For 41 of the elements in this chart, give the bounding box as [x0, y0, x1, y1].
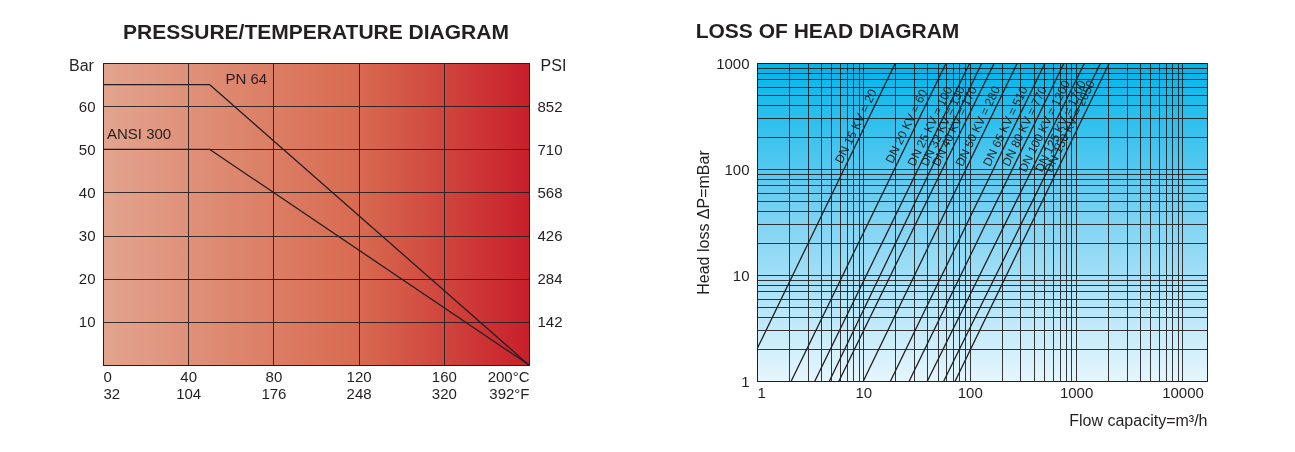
- x-tick-label: 0: [103, 367, 112, 385]
- x-tick-label: 120: [346, 367, 372, 385]
- x2-tick-label: 32: [103, 384, 121, 402]
- x-tick-label: 1000: [1059, 383, 1094, 401]
- y2-tick-label: 284: [537, 270, 563, 288]
- x-tick-label: 1: [757, 383, 766, 401]
- x-tick-label: 100: [957, 383, 983, 401]
- x2-tick-label: 176: [261, 384, 287, 402]
- y2-tick-label: 852: [537, 97, 563, 115]
- y-axis-title: Head loss ΔP=mBar: [695, 149, 713, 295]
- y-tick-label: 10: [732, 266, 750, 284]
- x2-tick-label: 248: [346, 384, 372, 402]
- y-tick-label: 50: [78, 140, 96, 158]
- y2-tick-label: 710: [537, 140, 563, 158]
- y2-axis-title: PSI: [540, 56, 567, 74]
- y2-tick-label: 568: [537, 183, 563, 201]
- y-tick-label: 20: [78, 270, 96, 288]
- x-axis-title: Flow capacity=m³/h: [1069, 411, 1208, 429]
- y2-tick-label: 426: [537, 227, 563, 245]
- y2-tick-label: 142: [537, 313, 563, 331]
- y-tick-label: 100: [724, 160, 750, 178]
- chart-title: LOSS OF HEAD DIAGRAM: [695, 19, 960, 42]
- y-tick-label: 30: [78, 227, 96, 245]
- series-label: ANSI 300: [107, 125, 172, 143]
- chart-title: PRESSURE/TEMPERATURE DIAGRAM: [123, 20, 509, 43]
- y-axis-title: Bar: [69, 56, 95, 74]
- x-tick-label: 160: [431, 367, 457, 385]
- x-tick-label: 200°C: [487, 367, 530, 385]
- x-tick-label: 80: [265, 367, 283, 385]
- x2-tick-label: 392°F: [489, 384, 530, 402]
- text: DN 15 KV = 20: [832, 86, 880, 166]
- x2-tick-label: 320: [431, 384, 457, 402]
- x-tick-label: 40: [180, 367, 198, 385]
- y-tick-label: 10: [78, 313, 96, 331]
- x-tick-label: 10: [855, 383, 873, 401]
- y-tick-label: 40: [78, 183, 96, 201]
- y-tick-label: 1000: [716, 54, 750, 72]
- x2-tick-label: 104: [176, 384, 202, 402]
- y-tick-label: 60: [78, 97, 96, 115]
- series-label: PN 64: [225, 69, 268, 87]
- x-tick-label: 10000: [1162, 383, 1204, 401]
